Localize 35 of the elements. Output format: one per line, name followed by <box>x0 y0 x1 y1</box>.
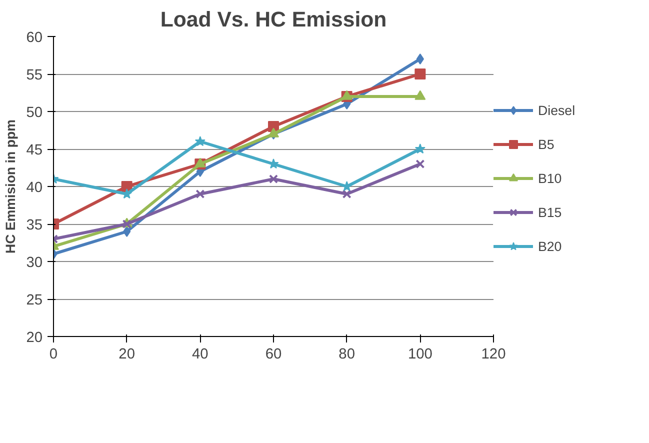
point <box>416 159 425 169</box>
x-tick-label: 20 <box>118 346 135 362</box>
y-tick-label: 60 <box>26 30 43 46</box>
chart-title: Load Vs. HC Emission <box>160 8 387 32</box>
y-tick-label: 45 <box>26 142 43 158</box>
y-tick-label: 50 <box>26 105 43 121</box>
legend-label: B20 <box>538 238 562 254</box>
x-tick-label: 120 <box>481 346 506 362</box>
y-tick-label: 25 <box>26 292 43 308</box>
point <box>123 226 131 237</box>
point <box>414 68 426 80</box>
y-tick-label: 30 <box>26 255 43 271</box>
point <box>268 174 278 184</box>
x-tick-label: 0 <box>49 346 58 362</box>
y-tick-label: 55 <box>26 68 43 84</box>
legend-label: B10 <box>538 170 562 186</box>
point <box>414 90 426 100</box>
point <box>194 136 206 146</box>
x-tick-label: 60 <box>265 346 282 362</box>
y-tick-label: 40 <box>26 180 43 196</box>
point <box>414 144 426 154</box>
y-axis-title: HC Emmision in ppm <box>3 119 18 254</box>
x-tick-label: 80 <box>338 346 355 362</box>
point <box>342 181 352 192</box>
x-tick-label: 40 <box>192 346 208 362</box>
point <box>196 189 205 199</box>
legend-label: B15 <box>538 204 562 220</box>
point <box>342 189 352 199</box>
y-tick-label: 20 <box>26 330 43 346</box>
legend-label: Diesel <box>538 102 576 118</box>
x-tick-label: 100 <box>408 346 432 362</box>
y-tick-label: 35 <box>26 218 43 234</box>
point <box>416 54 424 64</box>
legend-label: B5 <box>538 136 556 152</box>
point <box>122 188 132 199</box>
